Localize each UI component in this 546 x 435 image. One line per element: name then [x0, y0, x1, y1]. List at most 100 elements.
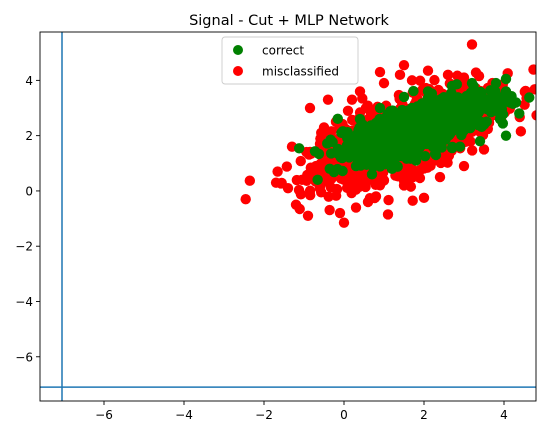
misclassified-point	[414, 75, 426, 86]
misclassified-point	[434, 171, 446, 183]
misclassified-point	[402, 165, 413, 177]
correct-point	[312, 174, 323, 185]
misclassified-point	[310, 160, 322, 172]
misclassified-point	[478, 144, 490, 155]
misclassified-point	[374, 66, 386, 78]
correct-point	[380, 139, 392, 150]
correct-point	[450, 100, 462, 111]
chart-title: Signal - Cut + MLP Network	[189, 13, 389, 29]
misclassified-point	[338, 217, 350, 228]
correct-point	[494, 113, 506, 125]
misclassified-point	[362, 196, 374, 208]
misclassified-point	[414, 172, 426, 184]
correct-point	[350, 160, 362, 172]
correct-point	[398, 91, 410, 103]
correct-point	[510, 97, 522, 108]
misclassified-point	[394, 69, 406, 81]
correct-point	[478, 119, 490, 130]
correct-point	[454, 141, 466, 152]
x-tick-label: −4	[175, 408, 193, 422]
correct-point	[514, 108, 525, 119]
correct-point	[337, 126, 349, 137]
correct-point	[313, 148, 325, 160]
correct-point	[464, 94, 476, 105]
correct-point	[500, 73, 512, 85]
correct-point	[398, 144, 410, 155]
misclassified-point	[304, 102, 316, 114]
x-tick-label: 0	[340, 408, 348, 422]
misclassified-point	[282, 182, 294, 194]
x-tick-label: 4	[500, 408, 508, 422]
correct-point	[370, 130, 382, 141]
misclassified-point	[470, 67, 482, 78]
misclassified-point	[323, 191, 334, 202]
correct-point	[401, 153, 412, 164]
misclassified-point	[291, 174, 303, 186]
misclassified-point	[458, 72, 470, 83]
y-tick-label: 2	[25, 129, 33, 143]
misclassified-point	[318, 127, 330, 139]
correct-point	[490, 77, 502, 89]
legend: correct misclassified	[221, 36, 359, 85]
legend-marker	[233, 45, 243, 55]
correct-point	[446, 142, 458, 154]
misclassified-point	[334, 207, 346, 219]
misclassified-point	[378, 77, 390, 89]
correct-point	[402, 113, 414, 125]
misclassified-point	[322, 94, 334, 105]
misclassified-point	[350, 202, 362, 213]
misclassified-point	[466, 145, 478, 156]
correct-point	[458, 124, 470, 136]
misclassified-point	[293, 184, 305, 196]
misclassified-point	[383, 194, 394, 206]
misclassified-point	[406, 75, 418, 86]
correct-point	[293, 143, 305, 154]
correct-point	[377, 122, 388, 134]
legend-label: correct	[262, 44, 304, 58]
misclassified-point	[398, 180, 410, 191]
correct-point	[393, 115, 404, 127]
legend-marker	[233, 66, 243, 76]
y-tick-label: 4	[25, 74, 33, 88]
correct-point	[474, 135, 486, 147]
misclassified-point	[429, 74, 440, 86]
correct-point	[366, 169, 378, 180]
misclassified-point	[398, 59, 410, 71]
correct-point	[524, 92, 535, 103]
correct-point	[386, 163, 398, 175]
misclassified-point	[378, 174, 389, 186]
misclassified-point	[244, 175, 256, 186]
misclassified-point	[304, 185, 316, 196]
correct-point	[410, 155, 422, 166]
correct-point	[332, 113, 343, 125]
misclassified-point	[421, 159, 432, 171]
y-tick-label: −4	[15, 295, 33, 309]
misclassified-point	[295, 155, 306, 167]
correct-point	[446, 80, 458, 92]
misclassified-point	[324, 204, 335, 216]
misclassified-point	[354, 86, 366, 97]
y-tick-label: 0	[25, 184, 33, 198]
correct-point	[391, 150, 402, 162]
correct-point	[500, 130, 512, 141]
misclassified-point	[370, 179, 381, 190]
correct-cloud	[293, 79, 535, 185]
x-tick-label: −6	[95, 408, 113, 422]
correct-point	[432, 117, 444, 129]
x-tick-label: −2	[255, 408, 273, 422]
correct-point	[388, 131, 400, 143]
correct-point	[466, 77, 478, 89]
misclassified-point	[360, 102, 372, 114]
correct-point	[386, 122, 398, 133]
correct-point	[427, 130, 438, 142]
correct-point	[418, 135, 430, 147]
misclassified-point	[528, 64, 536, 75]
misclassified-point	[407, 195, 418, 206]
legend-box	[221, 36, 359, 85]
misclassified-point	[370, 191, 382, 202]
correct-point	[482, 100, 494, 111]
correct-point	[324, 163, 335, 174]
misclassified-point	[458, 160, 470, 172]
y-axis: −6 −4 −2 0 2 4	[15, 74, 40, 364]
misclassified-point	[466, 39, 478, 50]
